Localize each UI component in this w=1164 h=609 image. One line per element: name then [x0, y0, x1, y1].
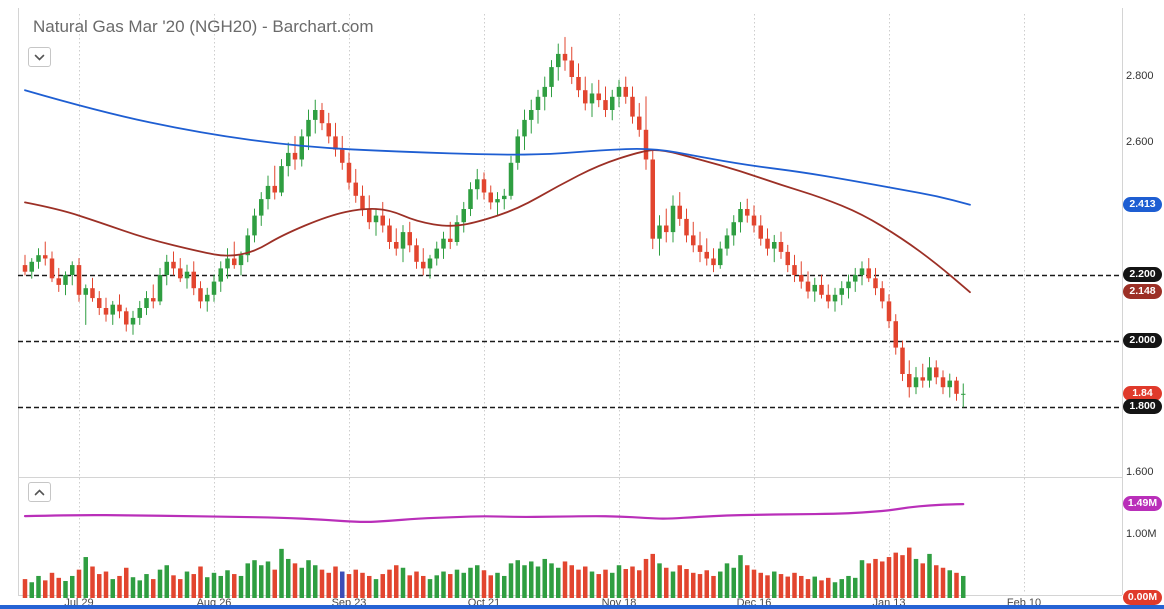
price-panel-collapse-button[interactable] [28, 47, 51, 67]
last-price-badge: 1.84 [1123, 385, 1162, 401]
price-axis-label: 2.600 [1126, 136, 1154, 148]
level-1800-badge: 1.800 [1123, 399, 1162, 414]
chevron-down-icon [34, 54, 45, 61]
chart-scrollbar[interactable] [0, 605, 1164, 609]
volume-panel-collapse-button[interactable] [28, 482, 51, 502]
price-axis-label: 1.600 [1126, 466, 1154, 478]
ma-long-price-badge: 2.413 [1123, 196, 1162, 212]
level-2000-badge: 2.000 [1123, 333, 1162, 348]
chevron-up-icon [34, 488, 45, 495]
price-axis-label: 2.800 [1126, 70, 1154, 82]
volume-axis-label: 1.00M [1126, 528, 1157, 540]
chart-title: Natural Gas Mar '20 (NGH20) - Barchart.c… [33, 17, 374, 36]
level-2200-badge: 2.200 [1123, 267, 1162, 282]
volume-badge: 0.00M [1123, 590, 1162, 605]
ma-short-price-badge: 2.148 [1123, 284, 1162, 300]
open-interest-badge: 1.49M [1123, 496, 1162, 512]
